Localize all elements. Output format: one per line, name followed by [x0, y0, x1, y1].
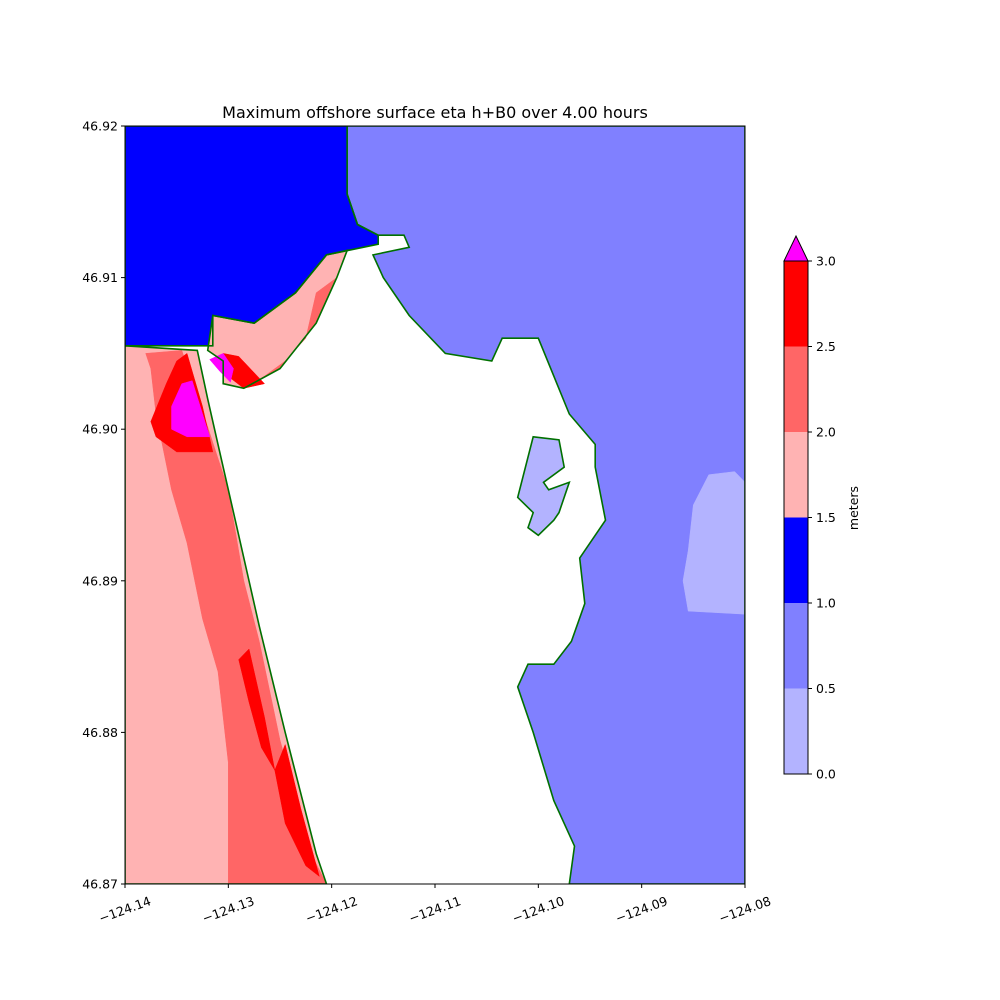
- shoreline-west-coast-pink: [125, 344, 328, 884]
- region-west-coast-red-south: [274, 743, 320, 878]
- y-axis: 46.87 46.88 46.89 46.90 46.91 46.92: [82, 119, 125, 892]
- shoreline: [125, 126, 745, 884]
- colorbar-tick-label: 1.0: [816, 596, 836, 611]
- colorbar-tick-label: 3.0: [816, 254, 836, 269]
- colorbar-segment: [784, 432, 808, 518]
- colorbar-tick-label: 0.0: [816, 767, 836, 782]
- colorbar-segment: [784, 346, 808, 432]
- y-tick-label: 46.91: [82, 270, 118, 285]
- colorbar-segment: [784, 261, 808, 347]
- colorbar-segment: [784, 603, 808, 689]
- shoreline-entrance-pink: [206, 249, 349, 390]
- colorbar-ticks: 0.0 0.5 1.0 1.5 2.0 2.5 3.0: [808, 254, 836, 782]
- region-west-coast-coral: [145, 350, 327, 884]
- y-tick-label: 46.87: [82, 877, 118, 892]
- colorbar-tick-label: 2.0: [816, 425, 836, 440]
- colorbar-segments: [784, 261, 808, 774]
- chart-title: Maximum offshore surface eta h+B0 over 4…: [222, 103, 648, 122]
- shoreline-offshore-mid-blue: [346, 126, 745, 884]
- region-west-coast-red-mid: [238, 648, 276, 771]
- colorbar-segment: [784, 517, 808, 603]
- region-west-coast-magenta: [171, 380, 211, 438]
- water-level-regions: [125, 126, 745, 884]
- colorbar-segment: [784, 688, 808, 774]
- colorbar-tick-label: 1.5: [816, 510, 836, 525]
- region-entrance-magenta: [209, 353, 234, 383]
- y-tick-label: 46.90: [82, 422, 118, 437]
- region-far-east-light-blue: [682, 471, 745, 615]
- colorbar: 0.0 0.5 1.0 1.5 2.0 2.5 3.0 meters: [783, 234, 861, 782]
- colorbar-tick-label: 2.5: [816, 339, 836, 354]
- shoreline-bay-light-blue: [516, 435, 571, 537]
- plot-area: [124, 125, 746, 885]
- colorbar-label: meters: [846, 486, 861, 530]
- y-tick-label: 46.88: [82, 725, 118, 740]
- y-tick-label: 46.89: [82, 573, 118, 588]
- colorbar-tick-label: 0.5: [816, 681, 836, 696]
- y-tick-label: 46.92: [82, 119, 118, 134]
